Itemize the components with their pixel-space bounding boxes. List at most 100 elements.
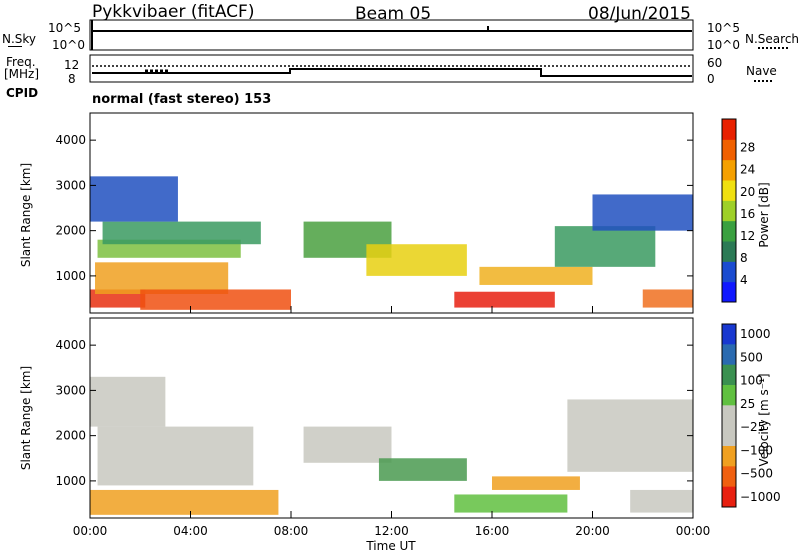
heatmap-band [454, 494, 568, 513]
colorbar-tick-label: 28 [740, 141, 755, 155]
heatmap-band [642, 289, 693, 308]
colorbar-segment [722, 405, 736, 427]
colorbar-segment [722, 220, 736, 242]
heatmap-band [97, 426, 254, 486]
heatmap-band [479, 266, 593, 285]
colorbar-tick-label: 25 [740, 397, 755, 411]
power-heatmap [90, 176, 693, 310]
nsky-panel-frame [89, 19, 694, 51]
colorbar-segment [722, 119, 736, 140]
x-tick-label: 20:00 [575, 524, 610, 538]
cpid-label: CPID [6, 86, 39, 100]
heatmap-band [592, 194, 693, 231]
heatmap-band [90, 289, 146, 308]
nave-label: Nave [746, 64, 777, 78]
y-tick-label: 2000 [55, 224, 86, 238]
colorbar-segment [722, 364, 736, 386]
cpid-text: normal (fast stereo) 153 [92, 92, 272, 107]
nave-tick-top: 60 [707, 56, 723, 70]
colorbar-frame [721, 118, 737, 303]
heatmap-band [140, 289, 291, 310]
heatmap-band [454, 291, 555, 308]
colorbar-tick-label: 500 [740, 350, 763, 364]
x-tick-label: 08:00 [274, 524, 309, 538]
nsky-legend-line [8, 46, 22, 47]
freq-unit-label: [MHz] [4, 67, 40, 81]
nave-tick-bottom: 0 [707, 72, 715, 86]
colorbar-tick-label: 8 [740, 251, 748, 265]
heatmap-band [378, 458, 467, 481]
nsky-tick-top: 10^5 [48, 21, 81, 35]
heatmap-band [90, 176, 178, 222]
colorbar-tick-label: 1000 [740, 327, 771, 341]
y-tick-label: 3000 [55, 383, 86, 397]
x-axis-label: Time UT [365, 539, 416, 553]
colorbar-segment [722, 180, 736, 201]
colorbar-segment [722, 446, 736, 467]
colorbar-segment [722, 324, 736, 345]
y-tick-label: 4000 [55, 338, 86, 352]
nsky-tick-bottom: 10^0 [52, 38, 85, 52]
heatmap-band [95, 262, 229, 294]
colorbar-segment [722, 241, 736, 262]
heatmap-band [303, 426, 392, 463]
x-tick-label: 04:00 [173, 524, 208, 538]
date-label: 08/Jun/2015 [588, 4, 691, 24]
colorbar-segment [722, 486, 736, 508]
heatmap-band [90, 489, 279, 515]
colorbar-segment [722, 466, 736, 488]
colorbar-tick-label: −1000 [740, 490, 781, 504]
power-colorbar-label: Power [dB] [757, 182, 771, 247]
colorbar-tick-label: 24 [740, 163, 755, 177]
nsearch-tick-bottom: 10^0 [707, 38, 740, 52]
heatmap-band [554, 226, 656, 267]
nsky-label: N.Sky [2, 32, 37, 46]
freq-tick-bottom: 8 [68, 72, 76, 86]
colorbar-segment [722, 344, 736, 366]
colorbar-segment [722, 425, 736, 447]
freq-tick-top: 12 [64, 58, 80, 72]
heatmap-band [567, 399, 693, 472]
y-tick-label: 3000 [55, 178, 86, 192]
colorbar-segment [722, 281, 736, 303]
heatmap-band [366, 244, 467, 276]
colorbar-frame [721, 323, 737, 508]
colorbar-tick-label: 12 [740, 229, 755, 243]
velocity-panel: 1000 2000 3000 4000 00:00 04:00 08:00 12:00 16:… [55, 317, 711, 538]
velocity-colorbar-label: Velocity [m s⁻¹] [757, 373, 771, 466]
colorbar-segment [722, 200, 736, 222]
nsearch-label: N.Search [745, 32, 800, 46]
heatmap-band [102, 221, 261, 245]
x-tick-label: 00:00 [676, 524, 711, 538]
nsearch-legend-line [758, 47, 788, 49]
colorbar-tick-label: 20 [740, 185, 755, 199]
colorbar-segment [722, 139, 736, 161]
power-y-ticks: 1000 2000 3000 4000 [55, 133, 693, 283]
heatmap-band [630, 489, 693, 513]
y-tick-label: 2000 [55, 429, 86, 443]
beam-label: Beam 05 [355, 4, 432, 24]
colorbar-tick-label: 100 [740, 374, 763, 388]
freq-panel-frame [89, 54, 694, 83]
station-title: Pykkvibaer (fitACF) [92, 2, 255, 22]
velocity-x-ticks: 00:00 04:00 08:00 12:00 16:00 20:00 00:00 [73, 511, 711, 538]
heatmap-band [492, 476, 580, 490]
y-tick-label: 1000 [55, 474, 86, 488]
freq-label: Freq. [6, 55, 36, 69]
nave-legend-line [754, 80, 772, 82]
colorbar-tick-label: −100 [740, 443, 773, 457]
colorbar-tick-label: −25 [740, 420, 765, 434]
velocity-y-ticks: 1000 2000 3000 4000 [55, 338, 693, 488]
x-tick-label: 00:00 [73, 524, 108, 538]
y-tick-label: 1000 [55, 269, 86, 283]
velocity-heatmap [90, 376, 693, 515]
x-tick-label: 12:00 [374, 524, 409, 538]
power-colorbar: 4 8 12 16 20 24 28 [721, 118, 755, 303]
nsearch-tick-top: 10^5 [707, 21, 740, 35]
velocity-ylabel: Slant Range [km] [19, 366, 33, 470]
colorbar-segment [722, 159, 736, 181]
x-tick-label: 16:00 [475, 524, 510, 538]
colorbar-tick-label: 4 [740, 273, 748, 287]
power-x-tickmarks [89, 306, 694, 313]
